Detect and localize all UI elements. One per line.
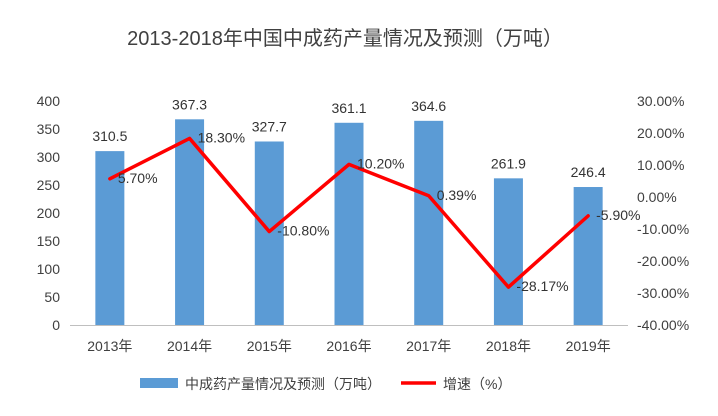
bar	[414, 120, 444, 325]
y-right-tick-label: 20.00%	[637, 125, 684, 141]
y-left-tick-label: 400	[37, 93, 61, 109]
x-tick-label: 2016年	[326, 338, 371, 354]
bar-data-label: 364.6	[411, 98, 446, 114]
line-data-label: 18.30%	[198, 129, 245, 145]
y-left-tick-label: 350	[37, 121, 61, 137]
x-tick-label: 2017年	[406, 338, 451, 354]
legend-bar-label: 中成药产量情况及预测（万吨）	[185, 376, 381, 392]
growth-line	[108, 136, 590, 289]
y-right-tick-label: -30.00%	[637, 285, 689, 301]
y-right-tick-label: -40.00%	[637, 317, 689, 333]
x-tick-label: 2018年	[486, 338, 531, 354]
bar-data-label: 310.5	[92, 128, 127, 144]
bar-data-label: 361.1	[331, 100, 366, 116]
x-tick-label: 2013年	[87, 338, 132, 354]
y-right-tick-label: 0.00%	[637, 189, 677, 205]
y-left-tick-label: 50	[44, 289, 60, 305]
bar	[573, 187, 603, 325]
x-tick-label: 2014年	[167, 338, 212, 354]
y-right-tick-label: 30.00%	[637, 93, 684, 109]
y-left-tick-label: 250	[37, 177, 61, 193]
y-left-tick-label: 300	[37, 149, 61, 165]
line-data-label: 10.20%	[357, 155, 404, 171]
line-data-label: -28.17%	[516, 278, 568, 294]
bar-data-label: 246.4	[571, 164, 606, 180]
y-left-tick-label: 100	[37, 261, 61, 277]
y-right-tick-label: -20.00%	[637, 253, 689, 269]
line-data-label: -5.90%	[596, 207, 640, 223]
bar	[334, 122, 364, 325]
y-right-tick-label: -10.00%	[637, 221, 689, 237]
bar	[175, 119, 205, 325]
line-data-label: 0.39%	[437, 187, 477, 203]
legend-line-label: 增速（%）	[443, 376, 511, 392]
line-data-label: -10.80%	[277, 223, 329, 239]
line-data-label: 5.70%	[118, 170, 158, 186]
bar-data-label: 367.3	[172, 96, 207, 112]
y-left-tick-label: 150	[37, 233, 61, 249]
plot-area: 0 50 100 150 200 250 300 350 400 -40.00% -30.00% -2…	[37, 93, 690, 354]
x-tick-label: 2019年	[566, 338, 611, 354]
legend: 中成药产量情况及预测（万吨） 增速（%）	[140, 376, 511, 392]
y-right-tick-label: 10.00%	[637, 157, 684, 173]
bar-data-label: 261.9	[491, 155, 526, 171]
x-tick-label: 2015年	[247, 338, 292, 354]
y-left-tick-label: 0	[52, 317, 60, 333]
bar-data-label: 327.7	[252, 118, 287, 134]
legend-bar-swatch	[140, 378, 178, 388]
bar	[493, 178, 523, 325]
chart-title: 2013-2018年中国中成药产量情况及预测（万吨）	[127, 27, 563, 50]
y-left-tick-label: 200	[37, 205, 61, 221]
